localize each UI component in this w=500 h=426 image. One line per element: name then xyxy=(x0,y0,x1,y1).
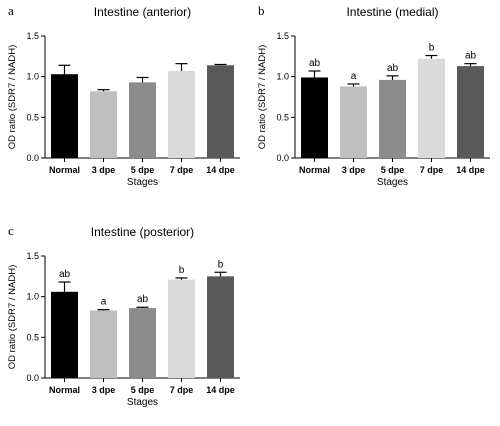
chart-title: Intestine (posterior) xyxy=(91,225,194,239)
significance-label: b xyxy=(218,259,224,270)
chart-medial: Intestine (medial) 0.0 0.5 1.0 1.5 OD ratio (… xyxy=(257,5,490,188)
significance-label: ab xyxy=(309,58,321,69)
y-tick-label: 1.5 xyxy=(26,31,39,41)
bar xyxy=(129,82,156,158)
x-tick-label: 14 dpe xyxy=(456,165,485,175)
bar xyxy=(168,70,195,158)
y-tick-label: 0.0 xyxy=(26,153,39,163)
y-tick-label: 0.5 xyxy=(26,332,39,342)
x-axis-label: Stages xyxy=(127,397,158,408)
bar xyxy=(207,276,234,378)
chart-panel-anterior: a Intestine (anterior) 0.0 0.5 1.0 1.5 OD rat… xyxy=(0,0,250,200)
chart-title: Intestine (anterior) xyxy=(94,5,191,19)
x-tick-label: 3 dpe xyxy=(92,385,116,395)
y-tick-label: 1.0 xyxy=(26,72,39,82)
chart-anterior: Intestine (anterior) 0.0 0.5 1.0 1.5 OD ratio… xyxy=(7,5,240,188)
bar xyxy=(51,291,78,378)
bar xyxy=(90,310,117,378)
significance-label: b xyxy=(429,43,435,54)
y-tick-label: 1.0 xyxy=(26,292,39,302)
chart-panel-medial: b Intestine (medial) 0.0 0.5 1.0 1.5 OD ratio… xyxy=(250,0,500,200)
significance-label: ab xyxy=(465,51,477,62)
y-tick-label: 0.5 xyxy=(276,112,289,122)
chart-title: Intestine (medial) xyxy=(346,5,438,19)
panel-label: b xyxy=(258,3,265,18)
bar xyxy=(51,74,78,158)
y-tick-label: 0.5 xyxy=(26,112,39,122)
y-tick-label: 1.5 xyxy=(276,31,289,41)
chart-panel-posterior: c Intestine (posterior) 0.0 0.5 1.0 1.5 OD ra… xyxy=(0,220,250,421)
significance-label: ab xyxy=(387,63,399,74)
bar xyxy=(340,86,367,158)
y-tick-label: 0.0 xyxy=(276,153,289,163)
bar xyxy=(301,77,328,158)
y-axis-label: OD ratio (SDR7 / NADH) xyxy=(7,45,18,150)
y-tick-label: 1.0 xyxy=(276,72,289,82)
significance-label: ab xyxy=(59,269,71,280)
bar xyxy=(168,279,195,378)
significance-label: a xyxy=(351,71,357,82)
x-tick-label: 5 dpe xyxy=(131,385,155,395)
x-tick-label: 3 dpe xyxy=(92,165,116,175)
y-axis-label: OD ratio (SDR7 / NADH) xyxy=(257,45,268,150)
x-axis-label: Stages xyxy=(127,177,158,188)
bar xyxy=(90,91,117,158)
bar xyxy=(129,308,156,378)
x-tick-label: 7 dpe xyxy=(170,385,194,395)
x-tick-label: 7 dpe xyxy=(170,165,194,175)
x-axis-label: Stages xyxy=(377,177,408,188)
chart-posterior: Intestine (posterior) 0.0 0.5 1.0 1.5 OD rati… xyxy=(7,225,240,408)
significance-label: ab xyxy=(137,294,149,305)
x-tick-label: 7 dpe xyxy=(420,165,444,175)
x-tick-label: Normal xyxy=(49,385,80,395)
bar xyxy=(207,65,234,158)
bar xyxy=(457,66,484,158)
y-tick-label: 1.5 xyxy=(26,251,39,261)
x-tick-label: Normal xyxy=(299,165,330,175)
x-tick-label: 14 dpe xyxy=(206,385,235,395)
significance-label: a xyxy=(101,297,107,308)
y-tick-label: 0.0 xyxy=(26,373,39,383)
x-tick-label: 14 dpe xyxy=(206,165,235,175)
y-axis-label: OD ratio (SDR7 / NADH) xyxy=(7,265,18,370)
x-tick-label: 3 dpe xyxy=(342,165,366,175)
significance-label: b xyxy=(179,265,185,276)
panel-label: c xyxy=(8,223,14,238)
x-tick-label: Normal xyxy=(49,165,80,175)
panel-label: a xyxy=(8,3,14,18)
x-tick-label: 5 dpe xyxy=(131,165,155,175)
bar xyxy=(418,58,445,159)
bar xyxy=(379,79,406,158)
x-tick-label: 5 dpe xyxy=(381,165,405,175)
